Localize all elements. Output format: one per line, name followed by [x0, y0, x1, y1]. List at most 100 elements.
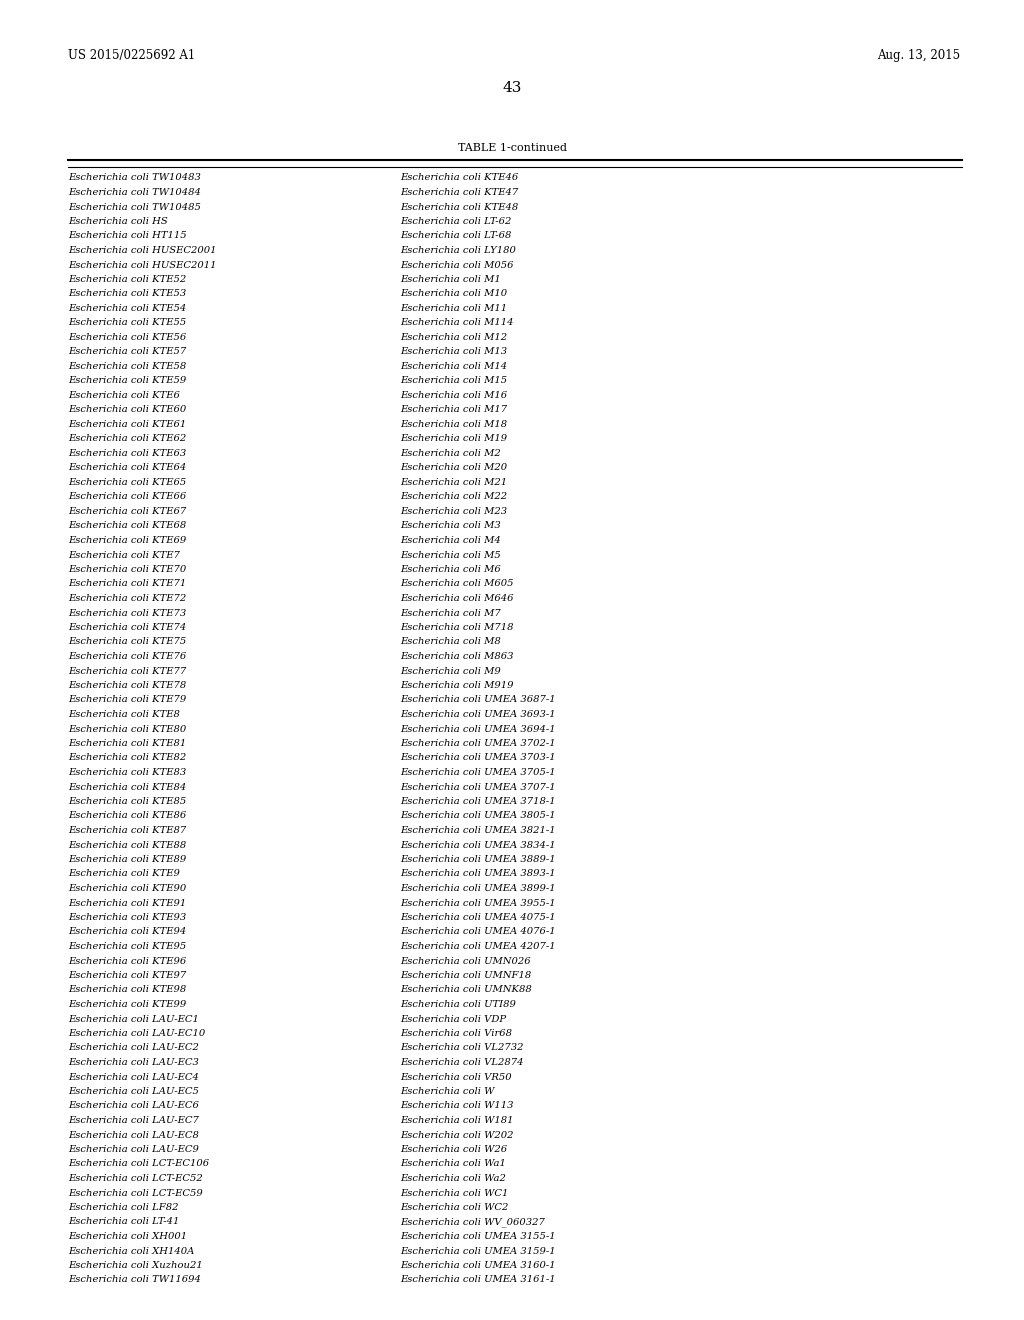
- Text: Escherichia coli VR50: Escherichia coli VR50: [400, 1072, 512, 1081]
- Text: Escherichia coli M8: Escherichia coli M8: [400, 638, 501, 647]
- Text: Escherichia coli KTE64: Escherichia coli KTE64: [68, 463, 186, 473]
- Text: Escherichia coli KTE66: Escherichia coli KTE66: [68, 492, 186, 502]
- Text: Escherichia coli M20: Escherichia coli M20: [400, 463, 507, 473]
- Text: Escherichia coli KTE53: Escherichia coli KTE53: [68, 289, 186, 298]
- Text: Escherichia coli WC2: Escherichia coli WC2: [400, 1203, 508, 1212]
- Text: Escherichia coli TW10484: Escherichia coli TW10484: [68, 187, 201, 197]
- Text: Escherichia coli UMEA 3694-1: Escherichia coli UMEA 3694-1: [400, 725, 556, 734]
- Text: Escherichia coli LCT-EC52: Escherichia coli LCT-EC52: [68, 1173, 203, 1183]
- Text: Escherichia coli UMEA 4075-1: Escherichia coli UMEA 4075-1: [400, 913, 556, 921]
- Text: Escherichia coli KTE73: Escherichia coli KTE73: [68, 609, 186, 618]
- Text: Escherichia coli UMEA 3705-1: Escherichia coli UMEA 3705-1: [400, 768, 556, 777]
- Text: Escherichia coli KTE79: Escherichia coli KTE79: [68, 696, 186, 705]
- Text: Escherichia coli KTE57: Escherichia coli KTE57: [68, 347, 186, 356]
- Text: Escherichia coli M9: Escherichia coli M9: [400, 667, 501, 676]
- Text: Escherichia coli LT-41: Escherichia coli LT-41: [68, 1217, 179, 1226]
- Text: Escherichia coli KTE85: Escherichia coli KTE85: [68, 797, 186, 807]
- Text: Escherichia coli KTE65: Escherichia coli KTE65: [68, 478, 186, 487]
- Text: Escherichia coli KTE86: Escherichia coli KTE86: [68, 812, 186, 821]
- Text: Escherichia coli M114: Escherichia coli M114: [400, 318, 513, 327]
- Text: Escherichia coli M4: Escherichia coli M4: [400, 536, 501, 545]
- Text: Escherichia coli LAU-EC1: Escherichia coli LAU-EC1: [68, 1015, 199, 1023]
- Text: Escherichia coli KTE56: Escherichia coli KTE56: [68, 333, 186, 342]
- Text: Escherichia coli KTE7: Escherichia coli KTE7: [68, 550, 180, 560]
- Text: Escherichia coli KTE55: Escherichia coli KTE55: [68, 318, 186, 327]
- Text: Escherichia coli KTE96: Escherichia coli KTE96: [68, 957, 186, 965]
- Text: Escherichia coli M14: Escherichia coli M14: [400, 362, 507, 371]
- Text: Escherichia coli KTE70: Escherichia coli KTE70: [68, 565, 186, 574]
- Text: Escherichia coli HS: Escherichia coli HS: [68, 216, 168, 226]
- Text: Escherichia coli HUSEC2011: Escherichia coli HUSEC2011: [68, 260, 216, 269]
- Text: Escherichia coli LCT-EC106: Escherichia coli LCT-EC106: [68, 1159, 209, 1168]
- Text: Escherichia coli LAU-EC4: Escherichia coli LAU-EC4: [68, 1072, 199, 1081]
- Text: Escherichia coli WC1: Escherichia coli WC1: [400, 1188, 508, 1197]
- Text: Escherichia coli KTE48: Escherichia coli KTE48: [400, 202, 518, 211]
- Text: Escherichia coli W202: Escherichia coli W202: [400, 1130, 513, 1139]
- Text: Escherichia coli KTE60: Escherichia coli KTE60: [68, 405, 186, 414]
- Text: US 2015/0225692 A1: US 2015/0225692 A1: [68, 49, 196, 62]
- Text: Escherichia coli KTE83: Escherichia coli KTE83: [68, 768, 186, 777]
- Text: Escherichia coli M056: Escherichia coli M056: [400, 260, 513, 269]
- Text: Escherichia coli M23: Escherichia coli M23: [400, 507, 507, 516]
- Text: Escherichia coli W26: Escherichia coli W26: [400, 1144, 507, 1154]
- Text: Escherichia coli KTE68: Escherichia coli KTE68: [68, 521, 186, 531]
- Text: Escherichia coli M13: Escherichia coli M13: [400, 347, 507, 356]
- Text: Escherichia coli LT-68: Escherichia coli LT-68: [400, 231, 511, 240]
- Text: Escherichia coli TW10483: Escherichia coli TW10483: [68, 173, 201, 182]
- Text: Escherichia coli KTE89: Escherichia coli KTE89: [68, 855, 186, 865]
- Text: Escherichia coli Vir68: Escherichia coli Vir68: [400, 1030, 512, 1038]
- Text: Escherichia coli KTE63: Escherichia coli KTE63: [68, 449, 186, 458]
- Text: Escherichia coli KTE94: Escherichia coli KTE94: [68, 928, 186, 936]
- Text: Escherichia coli KTE99: Escherichia coli KTE99: [68, 1001, 186, 1008]
- Text: Escherichia coli UMEA 3160-1: Escherichia coli UMEA 3160-1: [400, 1261, 556, 1270]
- Text: Escherichia coli M18: Escherichia coli M18: [400, 420, 507, 429]
- Text: Escherichia coli LAU-EC7: Escherichia coli LAU-EC7: [68, 1115, 199, 1125]
- Text: Escherichia coli UMEA 3889-1: Escherichia coli UMEA 3889-1: [400, 855, 556, 865]
- Text: Escherichia coli M16: Escherichia coli M16: [400, 391, 507, 400]
- Text: Escherichia coli W181: Escherichia coli W181: [400, 1115, 513, 1125]
- Text: Escherichia coli M605: Escherichia coli M605: [400, 579, 513, 589]
- Text: Escherichia coli KTE9: Escherichia coli KTE9: [68, 870, 180, 879]
- Text: Escherichia coli LT-62: Escherichia coli LT-62: [400, 216, 511, 226]
- Text: Escherichia coli UMEA 3703-1: Escherichia coli UMEA 3703-1: [400, 754, 556, 763]
- Text: Escherichia coli XH001: Escherichia coli XH001: [68, 1232, 187, 1241]
- Text: Escherichia coli W113: Escherichia coli W113: [400, 1101, 513, 1110]
- Text: Escherichia coli UMEA 4207-1: Escherichia coli UMEA 4207-1: [400, 942, 556, 950]
- Text: Escherichia coli KTE75: Escherichia coli KTE75: [68, 638, 186, 647]
- Text: Escherichia coli KTE88: Escherichia coli KTE88: [68, 841, 186, 850]
- Text: Escherichia coli UMNK88: Escherichia coli UMNK88: [400, 986, 531, 994]
- Text: Escherichia coli KTE91: Escherichia coli KTE91: [68, 899, 186, 908]
- Text: Escherichia coli M863: Escherichia coli M863: [400, 652, 513, 661]
- Text: Escherichia coli UMEA 3693-1: Escherichia coli UMEA 3693-1: [400, 710, 556, 719]
- Text: Escherichia coli KTE90: Escherichia coli KTE90: [68, 884, 186, 894]
- Text: TABLE 1-continued: TABLE 1-continued: [458, 143, 566, 153]
- Text: Escherichia coli KTE71: Escherichia coli KTE71: [68, 579, 186, 589]
- Text: Escherichia coli XH140A: Escherichia coli XH140A: [68, 1246, 195, 1255]
- Text: Escherichia coli KTE47: Escherichia coli KTE47: [400, 187, 518, 197]
- Text: Escherichia coli VL2732: Escherichia coli VL2732: [400, 1044, 523, 1052]
- Text: Escherichia coli KTE80: Escherichia coli KTE80: [68, 725, 186, 734]
- Text: Escherichia coli LY180: Escherichia coli LY180: [400, 246, 516, 255]
- Text: Escherichia coli UMEA 3955-1: Escherichia coli UMEA 3955-1: [400, 899, 556, 908]
- Text: Escherichia coli KTE54: Escherichia coli KTE54: [68, 304, 186, 313]
- Text: Escherichia coli KTE46: Escherichia coli KTE46: [400, 173, 518, 182]
- Text: Escherichia coli UMEA 3159-1: Escherichia coli UMEA 3159-1: [400, 1246, 556, 1255]
- Text: Escherichia coli KTE98: Escherichia coli KTE98: [68, 986, 186, 994]
- Text: Escherichia coli LF82: Escherichia coli LF82: [68, 1203, 178, 1212]
- Text: Escherichia coli KTE69: Escherichia coli KTE69: [68, 536, 186, 545]
- Text: Escherichia coli KTE87: Escherichia coli KTE87: [68, 826, 186, 836]
- Text: Escherichia coli UMNF18: Escherichia coli UMNF18: [400, 972, 531, 979]
- Text: Escherichia coli M5: Escherichia coli M5: [400, 550, 501, 560]
- Text: Escherichia coli M1: Escherichia coli M1: [400, 275, 501, 284]
- Text: Escherichia coli M19: Escherichia coli M19: [400, 434, 507, 444]
- Text: Escherichia coli M15: Escherichia coli M15: [400, 376, 507, 385]
- Text: Escherichia coli UMEA 3155-1: Escherichia coli UMEA 3155-1: [400, 1232, 556, 1241]
- Text: Escherichia coli UMEA 3702-1: Escherichia coli UMEA 3702-1: [400, 739, 556, 748]
- Text: Escherichia coli LAU-EC3: Escherichia coli LAU-EC3: [68, 1059, 199, 1067]
- Text: Escherichia coli Wa1: Escherichia coli Wa1: [400, 1159, 506, 1168]
- Text: Escherichia coli KTE59: Escherichia coli KTE59: [68, 376, 186, 385]
- Text: Escherichia coli LCT-EC59: Escherichia coli LCT-EC59: [68, 1188, 203, 1197]
- Text: Escherichia coli UMEA 3834-1: Escherichia coli UMEA 3834-1: [400, 841, 556, 850]
- Text: Escherichia coli LAU-EC9: Escherichia coli LAU-EC9: [68, 1144, 199, 1154]
- Text: Escherichia coli LAU-EC2: Escherichia coli LAU-EC2: [68, 1044, 199, 1052]
